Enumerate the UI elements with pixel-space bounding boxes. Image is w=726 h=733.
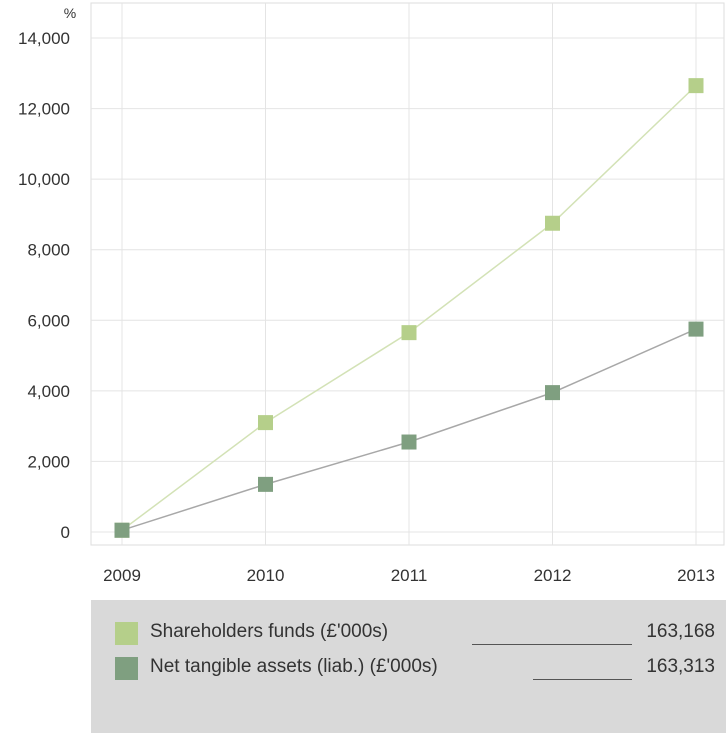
data-point [688,78,704,94]
y-tick-label: 6,000 [27,311,70,330]
y-tick-label: 12,000 [18,100,70,119]
y-tick-label: 2,000 [27,452,70,471]
y-tick-label: 0 [61,523,70,542]
line-chart: 0 2,000 4,000 6,000 8,000 10,000 12,000 14,000 2… [18,2,725,585]
grid [90,2,725,546]
legend-item-net-tangible-assets: Net tangible assets (liab.) (£'000s) 163… [115,655,715,683]
legend-value: 163,313 [646,656,715,677]
y-tick-label: 14,000 [18,29,70,48]
series [114,78,704,538]
legend-leader-line [472,644,632,645]
x-tick-label: 2009 [103,566,141,585]
tick-labels: 0 2,000 4,000 6,000 8,000 10,000 12,000 14,000 2… [18,5,715,585]
data-point [401,325,417,341]
legend: Shareholders funds (£'000s) 163,168 Net … [91,600,726,733]
data-point [545,215,560,231]
y-tick-label: 4,000 [27,382,70,401]
data-point [688,321,704,337]
legend-label: Shareholders funds (£'000s) [150,621,389,642]
data-point [114,522,130,538]
data-point [545,385,560,401]
legend-item-shareholders-funds: Shareholders funds (£'000s) 163,168 [115,620,715,648]
y-unit-label: % [64,5,76,21]
legend-value: 163,168 [646,621,715,642]
legend-swatch [115,657,138,680]
y-tick-label: 10,000 [18,170,70,189]
data-point [258,415,273,431]
x-tick-label: 2012 [534,566,572,585]
x-tick-label: 2013 [677,566,715,585]
data-point [401,434,417,450]
series-1 [114,78,704,538]
x-tick-label: 2011 [391,566,428,585]
y-tick-label: 8,000 [27,241,70,260]
data-point [258,476,273,492]
x-tick-label: 2010 [247,566,285,585]
legend-swatch [115,622,138,645]
legend-label: Net tangible assets (liab.) (£'000s) [150,656,438,677]
legend-leader-line [533,679,632,680]
series-2 [114,321,704,538]
plot-area [90,2,725,546]
